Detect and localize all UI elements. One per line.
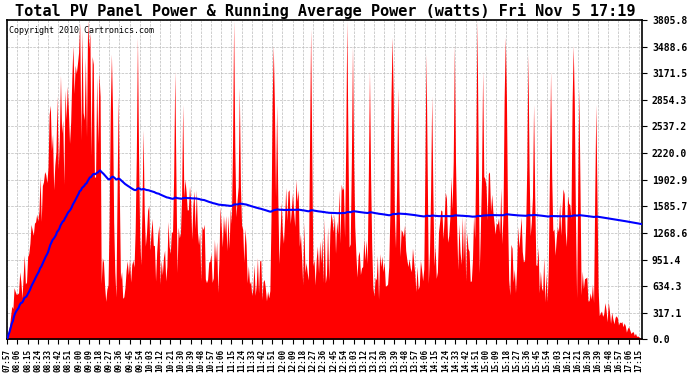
- Title: Total PV Panel Power & Running Average Power (watts) Fri Nov 5 17:19: Total PV Panel Power & Running Average P…: [14, 3, 635, 19]
- Text: Copyright 2010 Cartronics.com: Copyright 2010 Cartronics.com: [8, 26, 154, 35]
